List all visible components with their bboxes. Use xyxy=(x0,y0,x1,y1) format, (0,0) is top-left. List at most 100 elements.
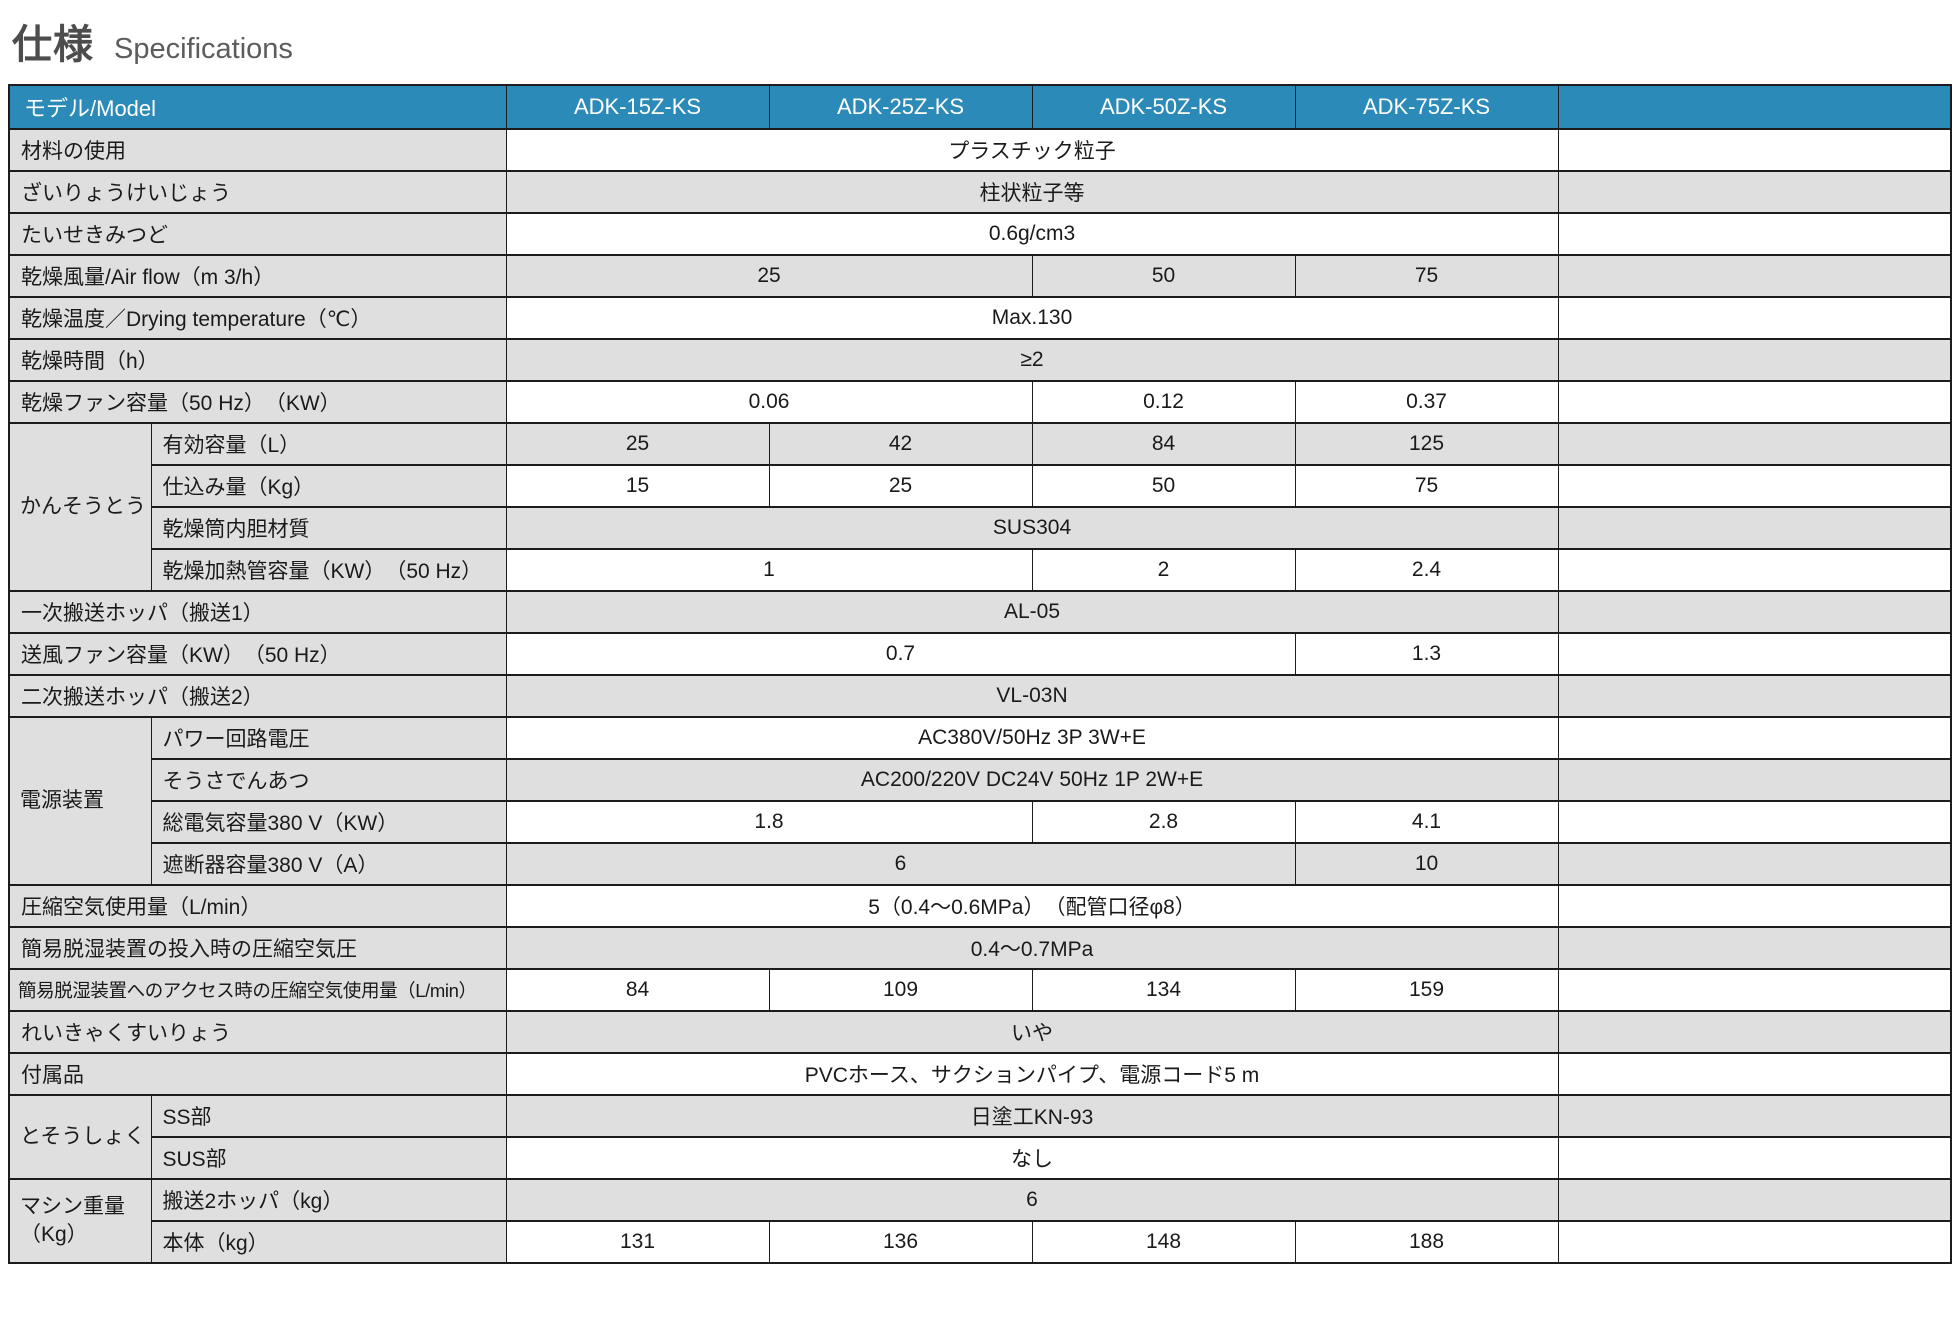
body-weight-value-50z: 148 xyxy=(1031,1220,1296,1264)
eff-capacity-value-15z: 25 xyxy=(505,422,770,466)
empty-cell xyxy=(1557,758,1952,802)
empty-cell xyxy=(1557,842,1952,886)
body-weight-label: 本体（kg） xyxy=(150,1220,507,1264)
row-heater-capacity: 乾燥加熱管容量（KW） （50 Hz） 1 2 2.4 xyxy=(9,548,1952,592)
power-circuit-label: パワー回路電圧 xyxy=(150,716,507,760)
material-value: プラスチック粒子 xyxy=(505,128,1559,172)
charge-value-75z: 75 xyxy=(1294,464,1559,508)
page-title-japanese: 仕様 xyxy=(12,23,94,67)
header-empty-cell xyxy=(1557,84,1952,130)
hopper2-weight-value: 6 xyxy=(505,1178,1559,1222)
row-cooling-water: れいきゃくすいりょう いや xyxy=(8,1010,1952,1054)
empty-cell xyxy=(1557,380,1952,424)
row-power-circuit: 電源装置 パワー回路電圧 AC380V/50Hz 3P 3W+E xyxy=(8,716,1952,886)
dehumid-pressure-label: 簡易脱湿装置の投入時の圧縮空気圧 xyxy=(8,926,507,970)
empty-cell xyxy=(1557,716,1952,760)
blower-fan-value-15z-50z: 0.7 xyxy=(505,632,1296,676)
row-airflow: 乾燥風量/Air flow（m 3/h） 25 50 75 xyxy=(8,254,1952,298)
power-circuit-value: AC380V/50Hz 3P 3W+E xyxy=(505,716,1559,760)
charge-value-50z: 50 xyxy=(1031,464,1296,508)
coating-sus-label: SUS部 xyxy=(150,1136,507,1180)
row-charge: 仕込み量（Kg） 15 25 50 75 xyxy=(9,464,1952,508)
hopper1-value: AL-05 xyxy=(505,590,1559,634)
dehumid-pressure-value: 0.4～0.7MPa xyxy=(505,926,1559,970)
dry-fan-value-75z: 0.37 xyxy=(1294,380,1559,424)
liner-material-label: 乾燥筒内胆材質 xyxy=(150,506,507,550)
blower-fan-label: 送風ファン容量（KW） （50 Hz） xyxy=(8,632,507,676)
header-model-adk-75z-ks: ADK-75Z-KS xyxy=(1294,84,1559,130)
density-value: 0.6g/cm3 xyxy=(505,212,1559,256)
dry-fan-label: 乾燥ファン容量（50 Hz） （KW） xyxy=(8,380,507,424)
group-drying-drum: かんそうとう xyxy=(8,422,152,592)
material-label: 材料の使用 xyxy=(8,128,507,172)
airflow-value-15z-25z: 25 xyxy=(505,254,1033,298)
row-coating-sus: SUS部 なし xyxy=(9,1136,1952,1180)
body-weight-value-25z: 136 xyxy=(768,1220,1033,1264)
eff-capacity-label: 有効容量（L） xyxy=(150,422,507,466)
row-dry-fan: 乾燥ファン容量（50 Hz） （KW） 0.06 0.12 0.37 xyxy=(8,380,1952,424)
empty-cell xyxy=(1557,1136,1952,1180)
total-capacity-label: 総電気容量380 V（KW） xyxy=(150,800,507,844)
empty-cell xyxy=(1557,590,1952,634)
row-blower-fan: 送風ファン容量（KW） （50 Hz） 0.7 1.3 xyxy=(8,632,1952,676)
empty-cell xyxy=(1557,128,1952,172)
empty-cell xyxy=(1557,464,1952,508)
dehumid-air-usage-value-15z: 84 xyxy=(505,968,770,1012)
empty-cell xyxy=(1557,254,1952,298)
dry-time-label: 乾燥時間（h） xyxy=(8,338,507,382)
coating-ss-label: SS部 xyxy=(150,1094,507,1138)
row-control-voltage: そうさでんあつ AC200/220V DC24V 50Hz 1P 2W+E xyxy=(9,758,1952,802)
row-eff-capacity: かんそうとう 有効容量（L） 25 42 84 125 xyxy=(8,422,1952,592)
empty-cell xyxy=(1557,1052,1952,1096)
airflow-value-75z: 75 xyxy=(1294,254,1559,298)
table-header-row: モデル/Model ADK-15Z-KS ADK-25Z-KS ADK-50Z-… xyxy=(8,84,1952,130)
empty-cell xyxy=(1557,506,1952,550)
empty-cell xyxy=(1557,884,1952,928)
compressed-air-value: 5（0.4～0.6MPa） （配管口径φ8） xyxy=(505,884,1559,928)
row-dehumid-air-usage: 簡易脱湿装置へのアクセス時の圧縮空気使用量（L/min） 84 109 134 … xyxy=(8,968,1952,1012)
row-dehumid-pressure: 簡易脱湿装置の投入時の圧縮空気圧 0.4～0.7MPa xyxy=(8,926,1952,970)
empty-cell xyxy=(1557,212,1952,256)
breaker-value-15z-50z: 6 xyxy=(505,842,1296,886)
heater-capacity-value-50z: 2 xyxy=(1031,548,1296,592)
empty-cell xyxy=(1557,674,1952,718)
group-machine-weight: マシン重量 （Kg） xyxy=(8,1178,152,1264)
compressed-air-label: 圧縮空気使用量（L/min） xyxy=(8,884,507,928)
eff-capacity-value-75z: 125 xyxy=(1294,422,1559,466)
empty-cell xyxy=(1557,926,1952,970)
row-dry-temp: 乾燥温度／Drying temperature（℃） Max.130 xyxy=(8,296,1952,340)
control-voltage-label: そうさでんあつ xyxy=(150,758,507,802)
empty-cell xyxy=(1557,338,1952,382)
control-voltage-value: AC200/220V DC24V 50Hz 1P 2W+E xyxy=(505,758,1559,802)
row-material: 材料の使用 プラスチック粒子 xyxy=(8,128,1952,172)
dry-time-value: ≥2 xyxy=(505,338,1559,382)
row-hopper1: 一次搬送ホッパ（搬送1） AL-05 xyxy=(8,590,1952,634)
empty-cell xyxy=(1557,968,1952,1012)
row-density: たいせきみつど 0.6g/cm3 xyxy=(8,212,1952,256)
hopper2-value: VL-03N xyxy=(505,674,1559,718)
charge-value-15z: 15 xyxy=(505,464,770,508)
liner-material-value: SUS304 xyxy=(505,506,1559,550)
accessories-label: 付属品 xyxy=(8,1052,507,1096)
airflow-label: 乾燥風量/Air flow（m 3/h） xyxy=(8,254,507,298)
total-capacity-value-75z: 4.1 xyxy=(1294,800,1559,844)
body-weight-value-75z: 188 xyxy=(1294,1220,1559,1264)
shape-value: 柱状粒子等 xyxy=(505,170,1559,214)
empty-cell xyxy=(1557,170,1952,214)
header-model-adk-25z-ks: ADK-25Z-KS xyxy=(768,84,1033,130)
dehumid-air-usage-value-75z: 159 xyxy=(1294,968,1559,1012)
row-coating-ss: とそうしょく SS部 日塗工KN-93 xyxy=(8,1094,1952,1180)
breaker-value-75z: 10 xyxy=(1294,842,1559,886)
row-liner-material: 乾燥筒内胆材質 SUS304 xyxy=(9,506,1952,550)
header-model-label: モデル/Model xyxy=(8,84,507,130)
group-power-unit: 電源装置 xyxy=(8,716,152,886)
dry-fan-value-15z-25z: 0.06 xyxy=(505,380,1033,424)
density-label: たいせきみつど xyxy=(8,212,507,256)
dehumid-air-usage-label: 簡易脱湿装置へのアクセス時の圧縮空気使用量（L/min） xyxy=(8,968,507,1012)
empty-cell xyxy=(1557,1094,1952,1138)
coating-ss-value: 日塗工KN-93 xyxy=(505,1094,1559,1138)
body-weight-value-15z: 131 xyxy=(505,1220,770,1264)
row-compressed-air: 圧縮空気使用量（L/min） 5（0.4～0.6MPa） （配管口径φ8） xyxy=(8,884,1952,928)
shape-label: ざいりょうけいじょう xyxy=(8,170,507,214)
total-capacity-value-15z-25z: 1.8 xyxy=(505,800,1033,844)
